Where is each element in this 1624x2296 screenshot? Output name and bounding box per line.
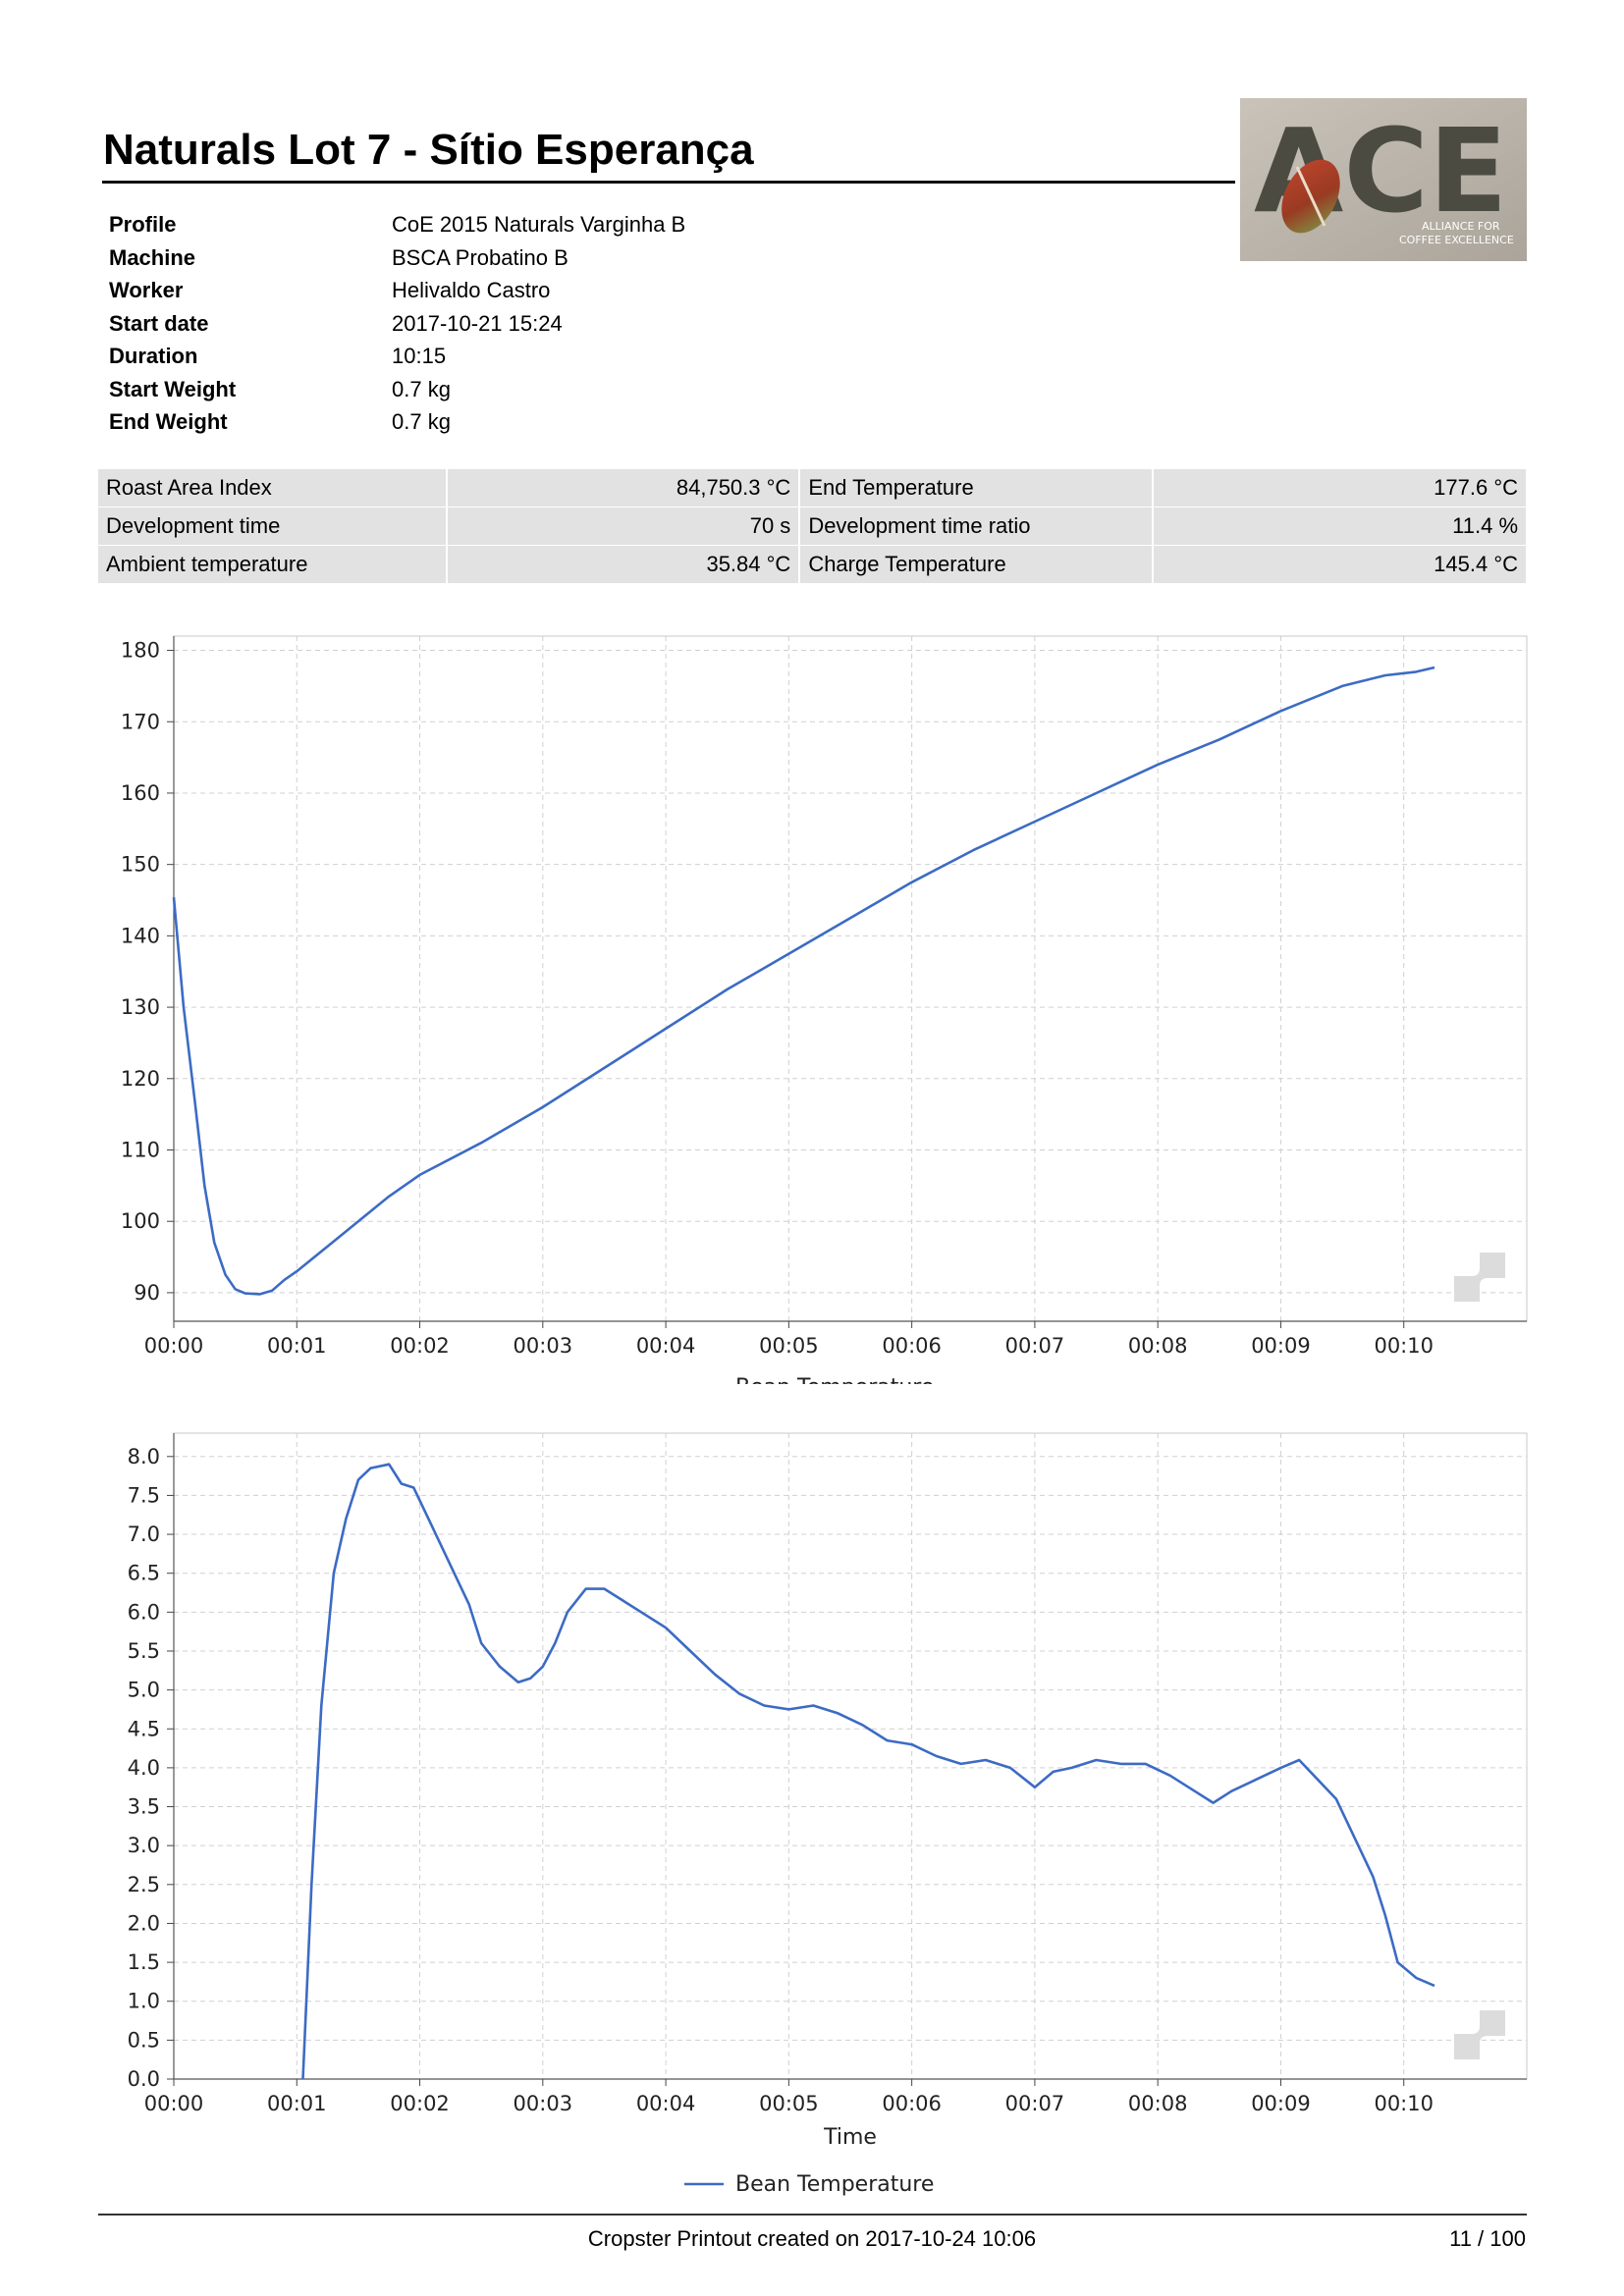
stat-value: 11.4 %	[1153, 507, 1527, 545]
y-tick-label: 6.0	[128, 1600, 160, 1624]
x-tick-label: 00:08	[1128, 2092, 1188, 2115]
x-tick-label: 00:03	[514, 1334, 573, 1358]
svg-text:COFFEE EXCELLENCE: COFFEE EXCELLENCE	[1399, 234, 1514, 246]
stat-value: 84,750.3 °C	[447, 469, 799, 507]
x-tick-label: 00:07	[1005, 1334, 1065, 1358]
svg-text:ALLIANCE FOR: ALLIANCE FOR	[1422, 220, 1500, 233]
x-tick-label: 00:07	[1005, 2092, 1065, 2115]
stat-value: 35.84 °C	[447, 546, 799, 583]
stat-label: Charge Temperature	[800, 546, 1152, 583]
x-tick-label: 00:09	[1251, 1334, 1311, 1358]
y-tick-label: 8.0	[128, 1445, 160, 1468]
x-tick-label: 00:03	[514, 2092, 573, 2115]
x-tick-label: 00:04	[636, 2092, 696, 2115]
stat-row: Ambient temperature 35.84 °C Charge Temper…	[98, 546, 1527, 583]
series-line-bean-temperature	[301, 1463, 1435, 2080]
x-tick-label: 00:05	[759, 2092, 819, 2115]
y-tick-label: 2.0	[128, 1911, 160, 1935]
report-title: Naturals Lot 7 - Sítio Esperança	[103, 126, 754, 174]
y-tick-label: 0.0	[128, 2067, 160, 2091]
x-tick-label: 00:06	[882, 2092, 942, 2115]
y-tick-label: 4.0	[128, 1756, 160, 1780]
x-tick-label: 00:00	[144, 2092, 204, 2115]
meta-value: 0.7 kg	[392, 409, 451, 434]
y-tick-label: 3.5	[128, 1795, 160, 1819]
meta-value: 2017-10-21 15:24	[392, 310, 563, 336]
stat-label: Development time	[98, 507, 446, 545]
x-axis-title: Time	[823, 2125, 877, 2150]
y-tick-label: 1.0	[128, 1990, 160, 2013]
y-tick-label: 90	[134, 1281, 160, 1305]
x-tick-label: 00:01	[267, 1334, 327, 1358]
meta-label: End Weight	[109, 409, 228, 434]
meta-value: BSCA Probatino B	[392, 244, 568, 270]
meta-value: 0.7 kg	[392, 376, 451, 401]
bean-temperature-chart: 00:00 00:01 00:02 00:03 00:04 00:05 00:06 00:07…	[121, 635, 1528, 1384]
y-tick-label: 140	[121, 924, 160, 947]
stat-value: 70 s	[447, 507, 799, 545]
meta-label: Worker	[109, 278, 184, 302]
footer-created-text: Cropster Printout created on 2017-10-24 …	[587, 2226, 1037, 2251]
x-tick-label: 00:02	[390, 1334, 450, 1358]
legend-label: Bean Temperature	[735, 1375, 934, 1384]
roast-stats-table: Roast Area Index 84,750.3 °C End Temperatu…	[98, 469, 1527, 584]
y-tick-label: 6.5	[128, 1562, 160, 1585]
meta-value: Helivaldo Castro	[392, 278, 551, 302]
y-tick-label: 100	[121, 1209, 160, 1233]
stat-row: Development time 70 s Development time rat…	[98, 507, 1527, 545]
x-tick-label: 00:01	[267, 2092, 327, 2115]
y-tick-label: 180	[121, 639, 160, 663]
x-tick-label: 00:09	[1251, 2092, 1311, 2115]
meta-label: Profile	[109, 212, 177, 237]
stat-label: Roast Area Index	[98, 469, 446, 507]
x-tick-label: 00:00	[144, 1334, 204, 1358]
x-tick-label: 00:08	[1128, 1334, 1188, 1358]
y-tick-label: 150	[121, 853, 160, 877]
x-tick-label: 00:05	[759, 1334, 819, 1358]
watermark-icon	[1454, 2010, 1505, 2059]
plot-area	[173, 1432, 1528, 2080]
y-tick-label: 110	[121, 1139, 160, 1162]
meta-label: Start date	[109, 310, 209, 336]
x-tick-label: 00:06	[882, 1334, 942, 1358]
y-tick-label: 7.5	[128, 1483, 160, 1507]
y-tick-label: 2.5	[128, 1873, 160, 1896]
x-tick-label: 00:10	[1374, 2092, 1434, 2115]
meta-label: Duration	[109, 344, 198, 368]
stat-row: Roast Area Index 84,750.3 °C End Temperatu…	[98, 469, 1527, 507]
y-tick-label: 170	[121, 710, 160, 733]
footer-divider	[98, 2214, 1527, 2216]
y-tick-label: 130	[121, 995, 160, 1019]
x-tick-label: 00:04	[636, 1334, 696, 1358]
series-line-bean-temperature	[172, 666, 1435, 1296]
stat-label: End Temperature	[800, 469, 1152, 507]
meta-label: Start Weight	[109, 376, 237, 401]
y-tick-label: 7.0	[128, 1522, 160, 1546]
stat-label: Development time ratio	[800, 507, 1152, 545]
stat-label: Ambient temperature	[98, 546, 446, 583]
meta-value: 10:15	[392, 344, 447, 368]
y-tick-label: 1.5	[128, 1950, 160, 1974]
plot-area	[173, 635, 1528, 1322]
x-tick-label: 00:10	[1374, 1334, 1434, 1358]
stat-value: 177.6 °C	[1153, 469, 1527, 507]
stat-value: 145.4 °C	[1153, 546, 1527, 583]
bean-temperature-ror-chart: 00:00 00:01 00:02 00:03 00:04 00:05 00:06 00:07…	[128, 1432, 1528, 2197]
meta-value: CoE 2015 Naturals Varginha B	[392, 212, 686, 237]
y-tick-label: 5.5	[128, 1639, 160, 1663]
y-tick-label: 160	[121, 781, 160, 805]
y-tick-label: 4.5	[128, 1717, 160, 1740]
y-tick-label: 5.0	[128, 1679, 160, 1702]
page-number: 11 / 100	[1449, 2226, 1526, 2251]
title-divider	[102, 181, 1235, 184]
ace-logo: ACE ALLIANCE FOR COFFEE EXCELLENCE	[1240, 98, 1527, 261]
y-tick-label: 120	[121, 1067, 160, 1091]
x-tick-label: 00:02	[390, 2092, 450, 2115]
watermark-icon	[1454, 1253, 1505, 1302]
y-tick-label: 3.0	[128, 1834, 160, 1857]
legend-label: Bean Temperature	[735, 2172, 934, 2197]
y-tick-label: 0.5	[128, 2028, 160, 2052]
meta-label: Machine	[109, 244, 196, 270]
